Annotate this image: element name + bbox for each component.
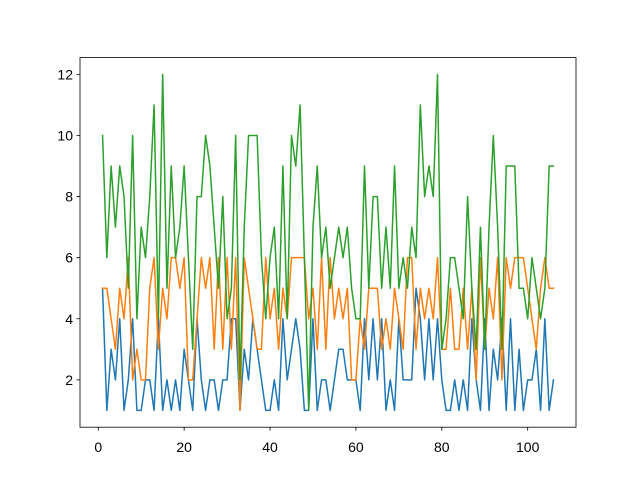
svg-text:80: 80 xyxy=(434,439,450,455)
svg-text:8: 8 xyxy=(65,189,73,205)
svg-text:40: 40 xyxy=(262,439,278,455)
svg-text:60: 60 xyxy=(348,439,364,455)
svg-text:20: 20 xyxy=(176,439,192,455)
svg-text:6: 6 xyxy=(65,250,73,266)
svg-text:12: 12 xyxy=(57,66,73,82)
svg-text:0: 0 xyxy=(94,439,102,455)
svg-text:2: 2 xyxy=(65,372,73,388)
svg-text:4: 4 xyxy=(65,311,73,327)
svg-text:100: 100 xyxy=(516,439,540,455)
svg-text:10: 10 xyxy=(57,127,73,143)
